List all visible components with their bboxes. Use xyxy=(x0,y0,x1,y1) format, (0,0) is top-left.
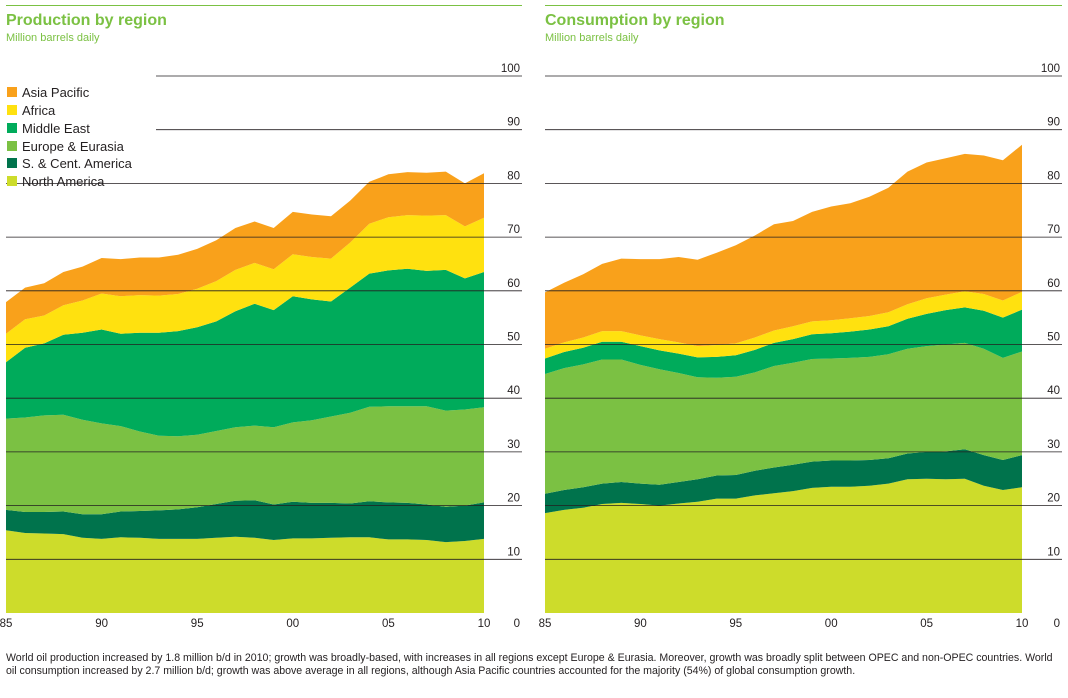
consumption-x-tick-label: 95 xyxy=(729,618,742,630)
consumption-gridlines xyxy=(545,75,1062,560)
production-area-middle-east xyxy=(6,268,484,437)
production-y-tick-label: 30 xyxy=(507,439,520,451)
legend-item-middle-east: Middle East xyxy=(7,121,90,136)
consumption-x-tick-label: 90 xyxy=(634,618,647,630)
legend-label-africa: Africa xyxy=(22,103,56,118)
production-y-tick-label: 70 xyxy=(507,224,520,236)
production-area-layers xyxy=(6,171,484,613)
legend-swatch-middle-east xyxy=(7,123,17,133)
production-area-africa xyxy=(6,215,484,363)
consumption-panel: Consumption by region Million barrels da… xyxy=(539,5,1062,630)
consumption-x-tick-label: 85 xyxy=(539,618,552,630)
legend-swatch-north-america xyxy=(7,176,17,186)
legend-item-europe-eurasia: Europe & Eurasia xyxy=(7,139,125,154)
legend-label-north-america: North America xyxy=(22,174,105,189)
legend-swatch-s-cent-america xyxy=(7,158,17,168)
production-x-tick-label: 85 xyxy=(0,618,12,630)
consumption-x-axis: 85 90 95 00 05 10 xyxy=(539,618,1029,630)
production-y-tick-label: 100 xyxy=(501,63,520,75)
production-x-tick-label: 90 xyxy=(95,618,108,630)
production-area-europe-eurasia xyxy=(6,406,484,515)
production-y-tick-label: 40 xyxy=(507,385,520,397)
legend-swatch-africa xyxy=(7,105,17,115)
production-panel: Production by region Million barrels dai… xyxy=(0,5,522,630)
consumption-chart-title: Consumption by region xyxy=(545,12,725,29)
consumption-y-tick-label: 80 xyxy=(1047,170,1060,182)
production-y-tick-label: 80 xyxy=(507,170,520,182)
legend-swatch-asia-pacific xyxy=(7,87,17,97)
production-x-tick-label: 10 xyxy=(478,618,491,630)
production-y-tick-label: 20 xyxy=(507,493,520,505)
production-y-axis: 0 10 20 30 40 50 60 70 80 90 100 xyxy=(501,63,520,630)
consumption-area-s-cent-america xyxy=(545,449,1022,514)
legend-label-asia-pacific: Asia Pacific xyxy=(22,85,90,100)
production-y-tick-label: 50 xyxy=(507,332,520,344)
production-x-tick-label: 95 xyxy=(191,618,204,630)
legend-item-asia-pacific: Asia Pacific xyxy=(7,85,90,100)
production-area-s-cent-america xyxy=(6,500,484,543)
production-y-tick-label: 10 xyxy=(507,546,520,558)
consumption-area-layers xyxy=(545,144,1022,613)
production-chart-subtitle: Million barrels daily xyxy=(6,32,100,44)
production-y-tick-label: 60 xyxy=(507,278,520,290)
legend-item-africa: Africa xyxy=(7,103,56,118)
consumption-y-axis: 0 10 20 30 40 50 60 70 80 90 100 xyxy=(1041,63,1060,630)
consumption-area-middle-east xyxy=(545,307,1022,378)
production-area-north-america xyxy=(6,530,484,613)
consumption-y-tick-label: 100 xyxy=(1041,63,1060,75)
legend-label-s-cent-america: S. & Cent. America xyxy=(22,156,133,171)
consumption-y-tick-label: 10 xyxy=(1047,546,1060,558)
production-x-tick-label: 05 xyxy=(382,618,395,630)
consumption-y-tick-label: 50 xyxy=(1047,332,1060,344)
legend-item-s-cent-america: S. & Cent. America xyxy=(7,156,133,171)
consumption-y-tick-label: 30 xyxy=(1047,439,1060,451)
consumption-y-tick-label: 70 xyxy=(1047,224,1060,236)
consumption-area-africa xyxy=(545,291,1022,359)
consumption-area-europe-eurasia xyxy=(545,342,1022,494)
legend-swatch-europe-eurasia xyxy=(7,141,17,151)
figure-caption: World oil production increased by 1.8 mi… xyxy=(6,652,1053,677)
consumption-area-north-america xyxy=(545,478,1022,613)
production-chart-title: Production by region xyxy=(6,12,167,29)
legend-item-north-america: North America xyxy=(7,174,105,189)
production-y-tick-label: 0 xyxy=(514,618,520,630)
production-x-axis: 85 90 95 00 05 10 xyxy=(0,618,490,630)
consumption-y-tick-label: 20 xyxy=(1047,493,1060,505)
consumption-x-tick-label: 05 xyxy=(920,618,933,630)
consumption-chart-subtitle: Million barrels daily xyxy=(545,32,639,44)
production-x-tick-label: 00 xyxy=(286,618,299,630)
legend-label-middle-east: Middle East xyxy=(22,121,90,136)
consumption-area-asia-pacific xyxy=(545,144,1022,349)
consumption-y-tick-label: 90 xyxy=(1047,117,1060,129)
legend-label-europe-eurasia: Europe & Eurasia xyxy=(22,139,125,154)
production-y-tick-label: 90 xyxy=(507,117,520,129)
consumption-x-tick-label: 10 xyxy=(1016,618,1029,630)
consumption-x-tick-label: 00 xyxy=(825,618,838,630)
production-gridlines xyxy=(6,75,522,560)
production-area-asia-pacific xyxy=(6,171,484,334)
consumption-y-tick-label: 40 xyxy=(1047,385,1060,397)
consumption-y-tick-label: 0 xyxy=(1054,618,1060,630)
production-legend: Asia Pacific Africa Middle East Europe &… xyxy=(7,85,133,189)
consumption-y-tick-label: 60 xyxy=(1047,278,1060,290)
